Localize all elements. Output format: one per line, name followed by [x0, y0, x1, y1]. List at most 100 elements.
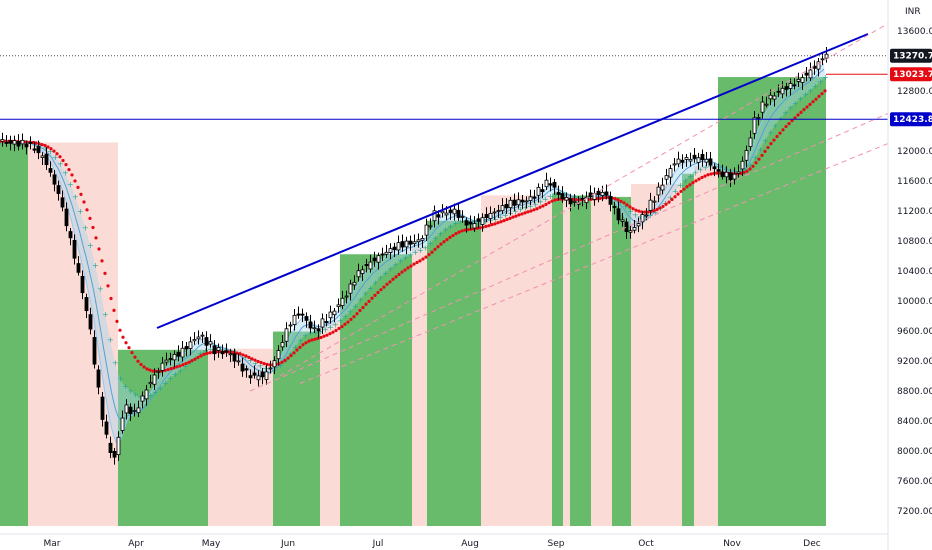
candle-body: [320, 318, 325, 328]
candle-body: [600, 191, 605, 196]
candle-body: [340, 297, 345, 307]
candle-body: [104, 421, 109, 435]
candle-body: [344, 295, 349, 298]
candle-body: [588, 192, 593, 198]
ma-red-dot: [319, 335, 323, 340]
candle-body: [192, 339, 197, 342]
ema-teal-marker: +: [447, 222, 454, 231]
candle-body: [100, 396, 105, 420]
ma-red-dot: [136, 359, 140, 363]
ma-red-dot: [145, 367, 149, 371]
ema-teal-marker: +: [327, 323, 334, 332]
candle-body: [436, 214, 441, 218]
ema-teal-marker: +: [537, 198, 544, 207]
price-tick-label: 10800.00: [897, 237, 932, 247]
candle-body: [656, 186, 661, 196]
ma-red-dot: [679, 189, 683, 194]
candle-body: [0, 139, 5, 142]
ema-teal-marker: +: [97, 285, 104, 294]
ma-red-dot: [301, 343, 305, 347]
ema-teal-marker: +: [432, 234, 439, 243]
candle-body: [736, 171, 741, 174]
candle-body: [60, 197, 65, 208]
ma-red-dot: [688, 183, 692, 187]
ema-teal-marker: +: [252, 359, 259, 368]
candle-body: [704, 158, 709, 163]
ma-red-dot: [142, 365, 146, 369]
ma-red-dot: [70, 173, 74, 177]
rising-trend-line: [156, 33, 869, 329]
ema-teal-marker: +: [822, 73, 829, 82]
ma-red-dot: [127, 346, 131, 350]
candle-body: [536, 186, 541, 196]
ma-red-dot: [415, 260, 419, 265]
ema-teal-marker: +: [322, 326, 329, 335]
ma-red-dot: [664, 202, 668, 206]
ma-red-dot: [682, 187, 686, 191]
ma-red-dot: [787, 122, 791, 126]
candle-body: [392, 246, 397, 251]
candle-body: [712, 166, 717, 170]
ema-teal-marker: +: [132, 391, 139, 400]
ma-red-dot: [313, 337, 317, 341]
down-zone: [28, 142, 118, 526]
ema-teal-marker: +: [782, 109, 789, 118]
ma-red-dot: [40, 142, 44, 147]
month-tick-label: Sep: [548, 539, 565, 549]
candle-body: [44, 153, 49, 166]
ma-red-dot: [496, 221, 500, 225]
up-zone: [718, 77, 826, 527]
ema-teal-marker: +: [682, 176, 689, 185]
candle-body: [124, 404, 129, 414]
ma-red-dot: [448, 235, 452, 239]
candle-body: [4, 142, 9, 144]
down-zone: [591, 195, 612, 526]
ma-red-dot: [478, 226, 482, 230]
ema-teal-marker: +: [422, 243, 429, 252]
ema-teal-marker: +: [317, 327, 324, 336]
ema-teal-marker: +: [87, 241, 94, 250]
candle-body: [300, 313, 305, 316]
trend-lines: [0, 23, 889, 392]
ema-teal-marker: +: [747, 161, 754, 170]
candle-body: [568, 198, 573, 205]
price-tick-label: 8800.00: [897, 387, 932, 397]
candle-body: [212, 345, 217, 355]
ma-red-dot: [616, 198, 620, 202]
ema-teal-marker: +: [407, 251, 414, 260]
candle-body: [324, 321, 329, 324]
ma-red-dot: [202, 352, 206, 357]
ema-teal-marker: +: [72, 193, 79, 202]
ema-teal-marker: +: [67, 180, 74, 189]
ma-red-dot: [178, 364, 182, 368]
candle-body: [184, 346, 189, 350]
ma-red-dot: [139, 362, 143, 367]
candle-body: [396, 242, 401, 251]
price-tick-label: 10400.00: [897, 267, 932, 277]
ma-red-dot: [109, 296, 113, 301]
ma-red-dot: [361, 305, 365, 310]
ma-red-dot: [658, 206, 662, 210]
candle-body: [224, 350, 229, 353]
ma-red-dot: [748, 167, 752, 171]
candle-body: [728, 172, 733, 180]
ma-red-dot: [505, 217, 509, 222]
ma-red-dot: [502, 219, 506, 223]
ma-red-dot: [322, 334, 326, 338]
month-tick-label: Nov: [723, 539, 741, 549]
candle-body: [816, 61, 821, 70]
ma-red-dot: [259, 360, 263, 365]
candle-body: [76, 263, 81, 273]
ema-teal-marker: +: [352, 302, 359, 311]
ma-red-dot: [490, 223, 494, 227]
candle-body: [584, 196, 589, 204]
ema-teal-marker: +: [307, 329, 314, 338]
ma-red-dot: [427, 252, 431, 257]
candle-body: [328, 311, 333, 319]
ema-teal-marker: +: [752, 154, 759, 163]
candle-body: [524, 200, 529, 203]
candle-body: [476, 218, 481, 222]
candle-body: [308, 321, 313, 329]
